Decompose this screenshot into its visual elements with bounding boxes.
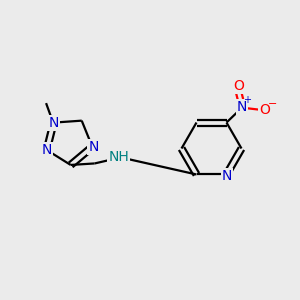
Text: O: O — [259, 103, 270, 117]
Text: NH: NH — [108, 150, 129, 164]
Text: O: O — [233, 79, 244, 93]
Text: N: N — [222, 169, 232, 183]
Text: N: N — [88, 140, 99, 154]
Text: N: N — [42, 143, 52, 157]
Text: +: + — [244, 95, 251, 105]
Text: N: N — [48, 116, 59, 130]
Text: N: N — [237, 100, 247, 114]
Text: −: − — [268, 99, 277, 109]
